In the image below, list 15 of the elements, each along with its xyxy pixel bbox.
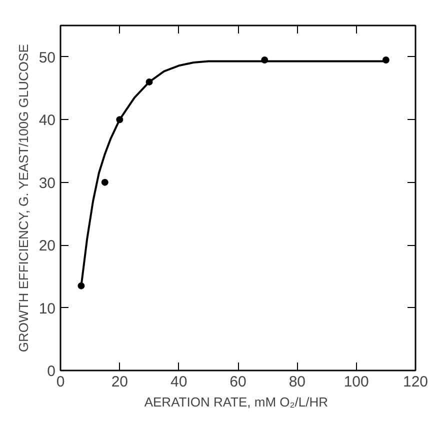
y-tick-label: 50 [38,49,56,66]
x-tick-label: 40 [170,374,188,390]
point [101,178,108,186]
y-tick-label: 10 [38,300,56,318]
x-tick-label: 80 [288,374,306,390]
y-tick-label: 0 [47,363,56,380]
x-tick-label: 120 [402,374,428,390]
y-tick-label: 40 [38,112,56,130]
y-axis-title: GROWTH EFFICIENCY, G. YEAST/100G GLUCOSE [16,44,31,352]
x-tick-label: 100 [344,374,369,390]
y-tick-label: 20 [38,238,56,255]
y-tick-label: 30 [38,174,56,192]
x-tick-label: 60 [230,374,246,390]
x-axis-title: AERATION RATE, mM O₂/L/HR [144,394,328,410]
x-tick-label: 20 [111,374,128,390]
